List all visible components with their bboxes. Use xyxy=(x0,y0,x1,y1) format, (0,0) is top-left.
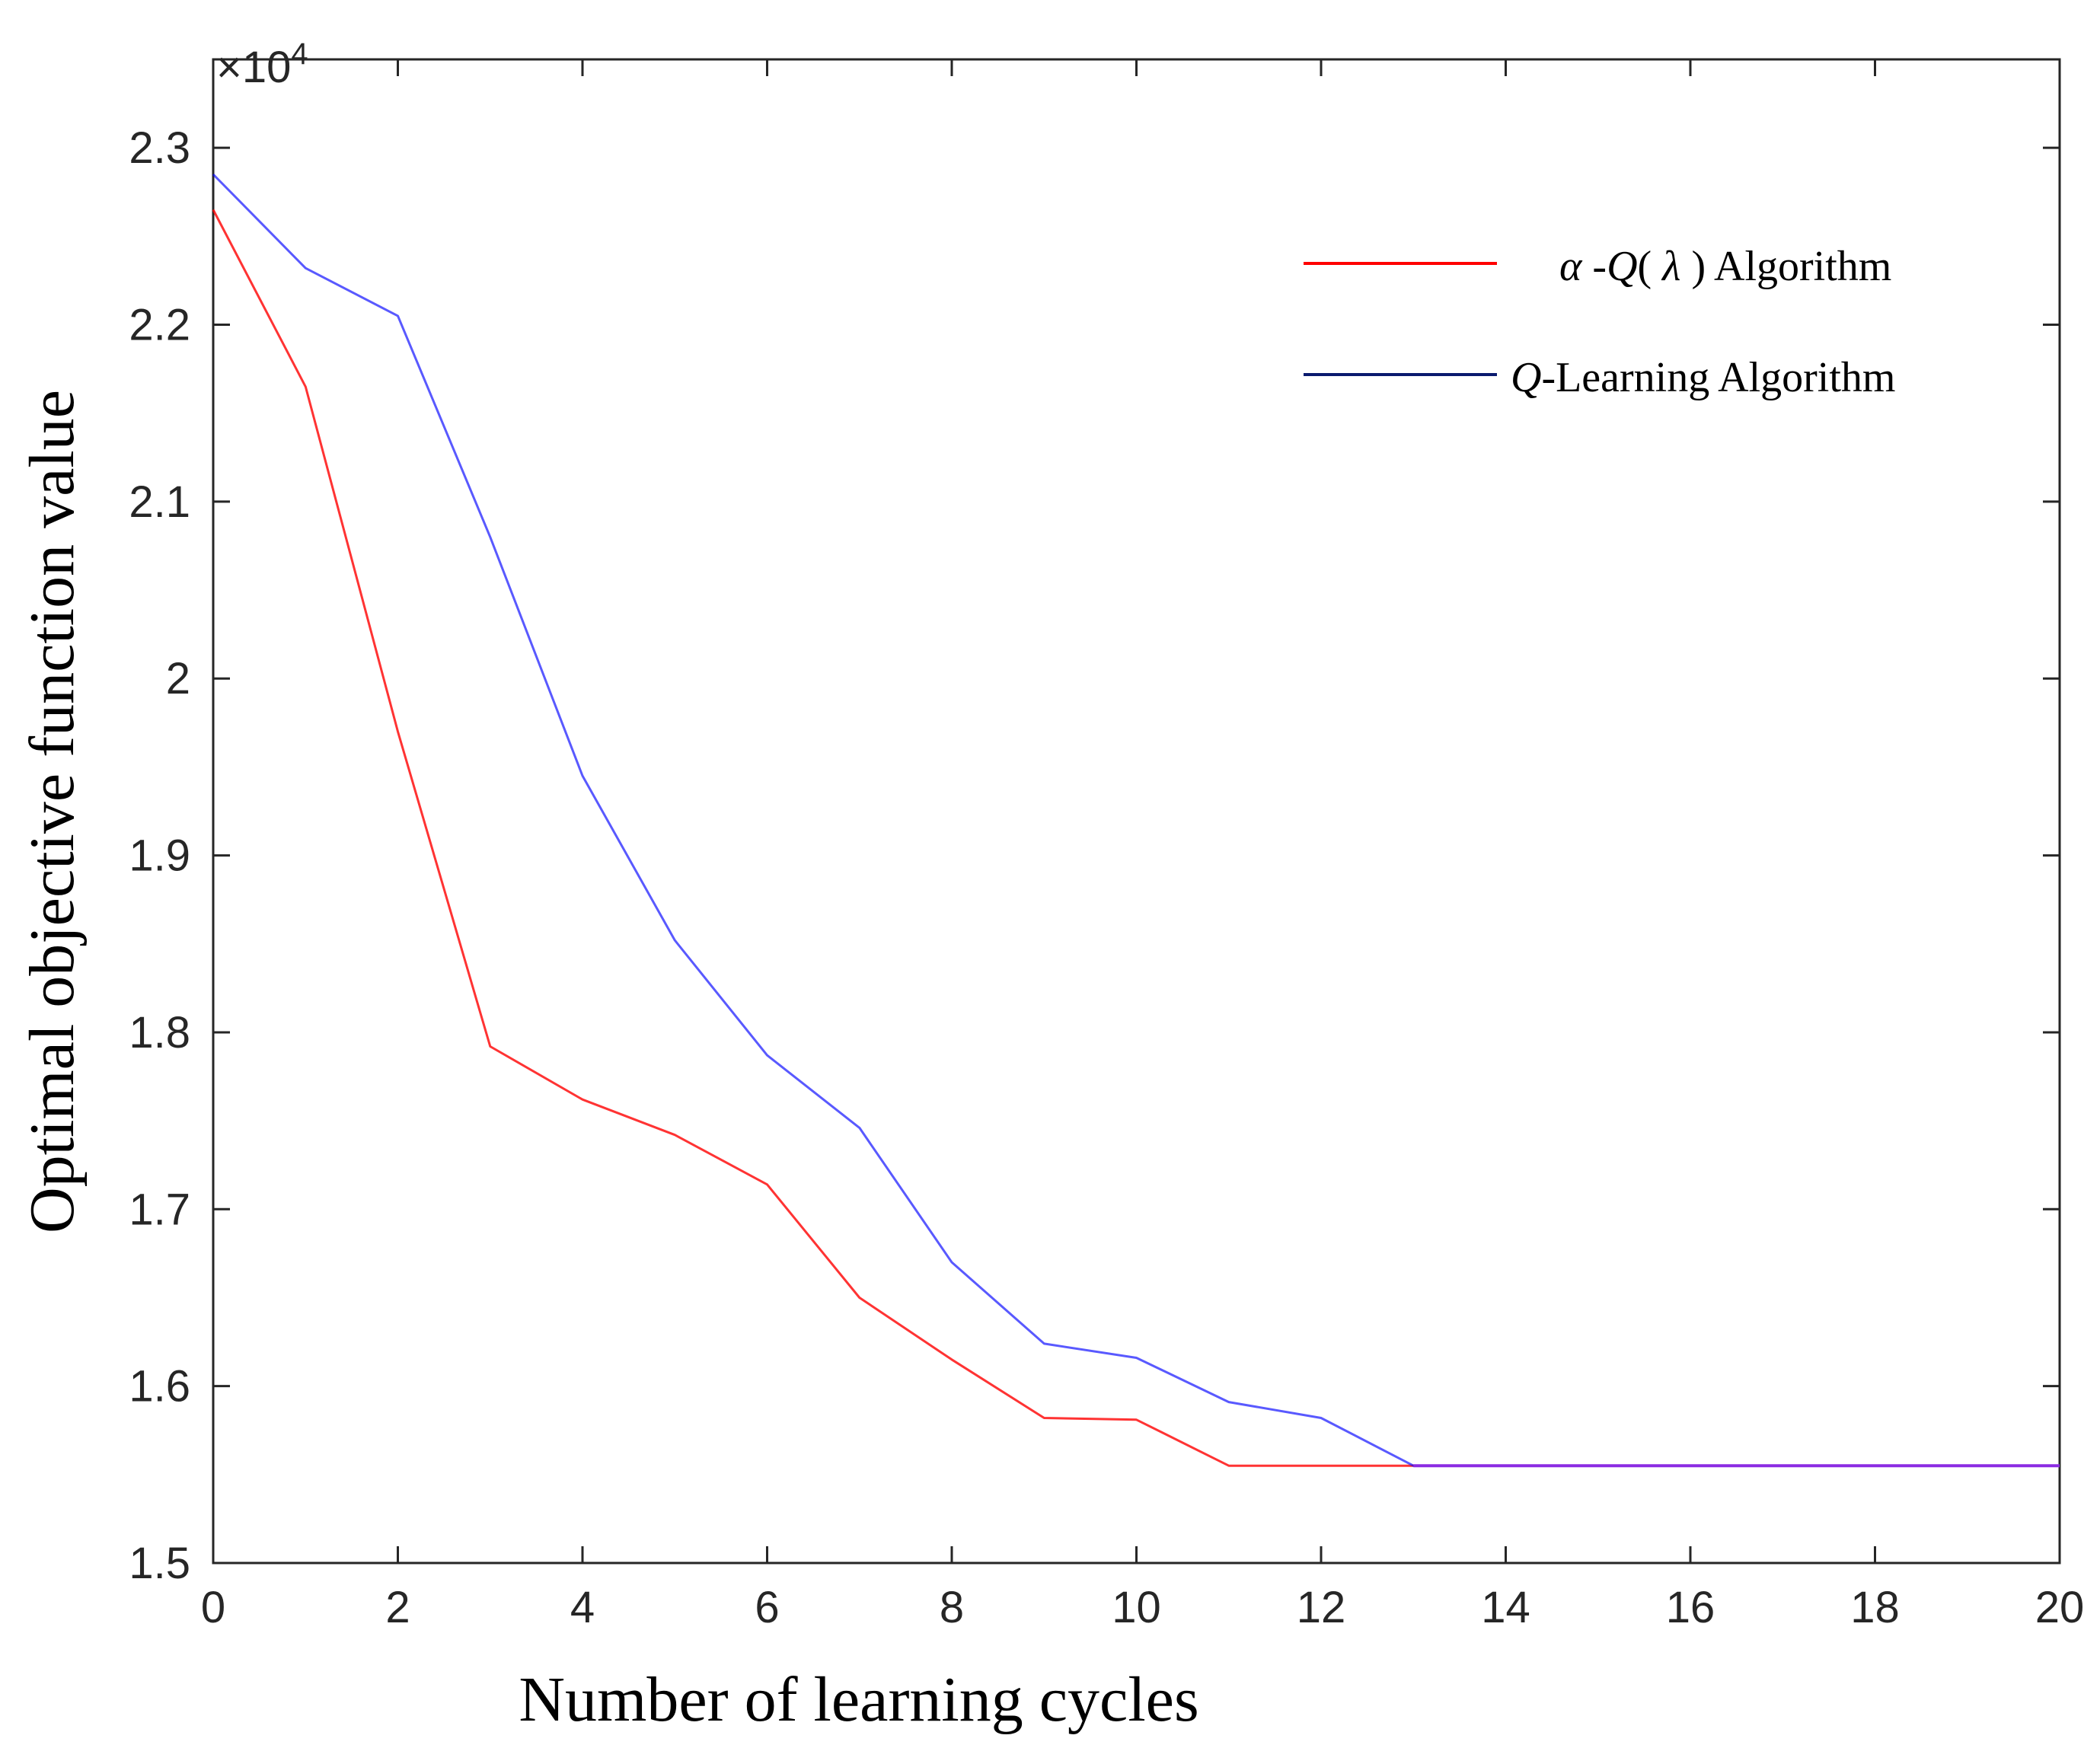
y-tick-label: 2.1 xyxy=(129,477,190,527)
y-tick-label: 2 xyxy=(166,654,190,703)
legend-label-alpha-q-lambda: α -Q( λ ) Algorithm xyxy=(1559,243,1891,290)
legend-dash: - xyxy=(1581,243,1607,290)
x-tick-label: 16 xyxy=(1666,1583,1715,1632)
y-multiplier-base: ×10 xyxy=(216,43,291,92)
x-tick-label: 10 xyxy=(1112,1583,1161,1632)
x-tick-label: 18 xyxy=(1850,1583,1900,1632)
y-tick-label: 2.2 xyxy=(129,301,190,350)
x-tick-label: 20 xyxy=(2035,1583,2085,1632)
legend-lambda-symbol: λ xyxy=(1661,243,1680,290)
legend-open-paren: ( xyxy=(1638,243,1663,290)
y-tick-label: 1.6 xyxy=(129,1362,190,1411)
series-lines xyxy=(212,173,2060,1468)
y-tick-labels: 1.5 1.6 1.7 1.8 1.9 2 2.1 2.2 2.3 xyxy=(129,123,190,1588)
y-tick-label: 1.5 xyxy=(129,1539,190,1588)
x-tick-label: 2 xyxy=(385,1583,410,1632)
y-axis-title: Optimal objective function value xyxy=(17,390,88,1233)
legend-q-learning-text: -Learning Algorithm xyxy=(1541,354,1895,401)
plot-area-frame xyxy=(212,58,2061,1565)
x-axis-title: Number of learning cycles xyxy=(519,1664,1198,1735)
legend-alpha-symbol: α xyxy=(1559,243,1583,290)
y-tick-label: 1.8 xyxy=(129,1008,190,1057)
y-tick-label: 1.9 xyxy=(129,831,190,881)
y-multiplier-exponent: 4 xyxy=(291,37,308,71)
legend-q-symbol: Q xyxy=(1607,243,1637,290)
legend-label-q-learning: Q-Learning Algorithm xyxy=(1511,354,1895,401)
legend: α -Q( λ ) Algorithm Q-Learning Algorithm xyxy=(1304,243,1895,401)
x-tick-label: 14 xyxy=(1481,1583,1530,1632)
x-tick-label: 6 xyxy=(755,1583,779,1632)
y-axis-multiplier: ×104 xyxy=(216,37,308,92)
y-tick-label: 1.7 xyxy=(129,1185,190,1234)
x-tick-labels: 0 2 4 6 8 10 12 14 16 18 20 xyxy=(201,1583,2084,1632)
y-tick-label: 2.3 xyxy=(129,123,190,173)
legend-q-symbol: Q xyxy=(1511,354,1541,401)
x-tick-label: 8 xyxy=(940,1583,964,1632)
legend-algorithm-text: ) Algorithm xyxy=(1680,243,1891,290)
axis-ticks xyxy=(212,59,2061,1565)
x-tick-label: 12 xyxy=(1297,1583,1346,1632)
x-tick-label: 0 xyxy=(201,1583,225,1632)
x-tick-label: 4 xyxy=(570,1583,595,1632)
